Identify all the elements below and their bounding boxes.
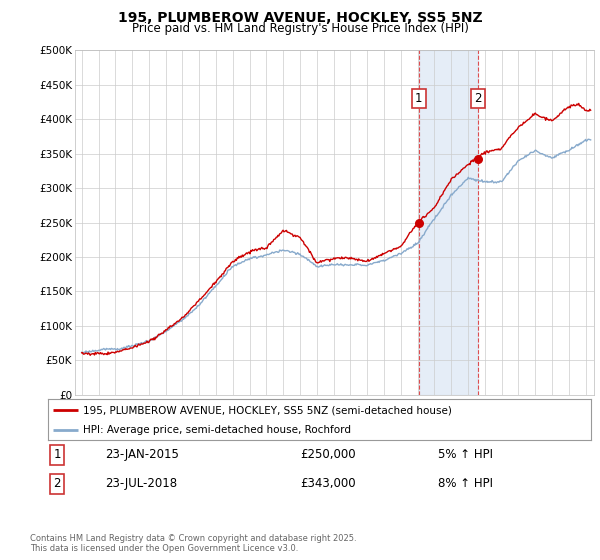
Point — [414, 218, 424, 227]
Text: 23-JAN-2015: 23-JAN-2015 — [105, 448, 179, 461]
Text: HPI: Average price, semi-detached house, Rochford: HPI: Average price, semi-detached house,… — [83, 426, 351, 435]
Text: 5% ↑ HPI: 5% ↑ HPI — [438, 448, 493, 461]
Text: Contains HM Land Registry data © Crown copyright and database right 2025.
This d: Contains HM Land Registry data © Crown c… — [30, 534, 356, 553]
Text: 2: 2 — [53, 477, 61, 491]
Text: £343,000: £343,000 — [300, 477, 356, 491]
Text: 1: 1 — [415, 92, 422, 105]
Text: £250,000: £250,000 — [300, 448, 356, 461]
Text: Price paid vs. HM Land Registry's House Price Index (HPI): Price paid vs. HM Land Registry's House … — [131, 22, 469, 35]
Text: 195, PLUMBEROW AVENUE, HOCKLEY, SS5 5NZ: 195, PLUMBEROW AVENUE, HOCKLEY, SS5 5NZ — [118, 11, 482, 25]
Bar — [419, 50, 478, 395]
Text: 23-JUL-2018: 23-JUL-2018 — [105, 477, 177, 491]
Point — [473, 154, 483, 163]
Text: 2: 2 — [475, 92, 482, 105]
Text: 1: 1 — [53, 448, 61, 461]
Text: 195, PLUMBEROW AVENUE, HOCKLEY, SS5 5NZ (semi-detached house): 195, PLUMBEROW AVENUE, HOCKLEY, SS5 5NZ … — [83, 405, 452, 415]
Text: 8% ↑ HPI: 8% ↑ HPI — [438, 477, 493, 491]
